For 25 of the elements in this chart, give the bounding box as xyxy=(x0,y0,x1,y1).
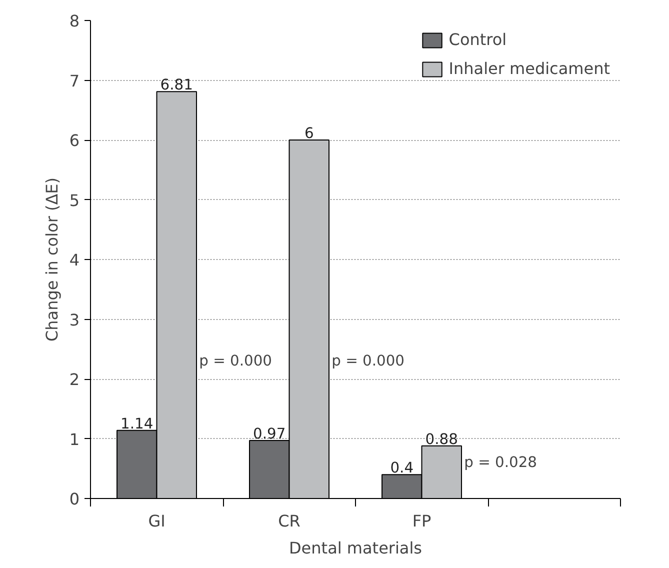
data-label: 0.88 xyxy=(425,430,458,448)
y-tick-label: 0 xyxy=(69,490,80,508)
y-tick-label: 7 xyxy=(69,71,80,90)
data-label: 6.81 xyxy=(160,76,193,94)
y-tick-label: 2 xyxy=(69,370,80,389)
y-tick-label: 3 xyxy=(69,310,80,330)
y-tick-label: 8 xyxy=(69,12,80,30)
annotation: p = 0.028 xyxy=(464,454,538,472)
legend-label: Inhaler medicament xyxy=(448,59,610,78)
data-label: 0.97 xyxy=(253,426,286,443)
data-label: 0.4 xyxy=(390,460,414,477)
x-tick-label: FP xyxy=(412,512,432,530)
x-tick-label: CR xyxy=(278,512,300,530)
y-tick-label: 5 xyxy=(69,190,80,210)
y-tick-label: 6 xyxy=(69,131,80,150)
legend-label: Control xyxy=(448,30,507,49)
y-axis-title: Change in color (ΔE) xyxy=(42,177,62,342)
y-tick-label: 1 xyxy=(69,430,80,449)
annotation: p = 0.000 xyxy=(332,352,405,370)
x-tick-label: GI xyxy=(148,512,166,530)
x-axis-title: Dental materials xyxy=(288,538,422,558)
data-label: 1.14 xyxy=(120,415,154,432)
y-tick-label: 4 xyxy=(69,250,80,270)
annotation: p = 0.000 xyxy=(199,352,272,370)
data-label: 6 xyxy=(304,125,314,142)
